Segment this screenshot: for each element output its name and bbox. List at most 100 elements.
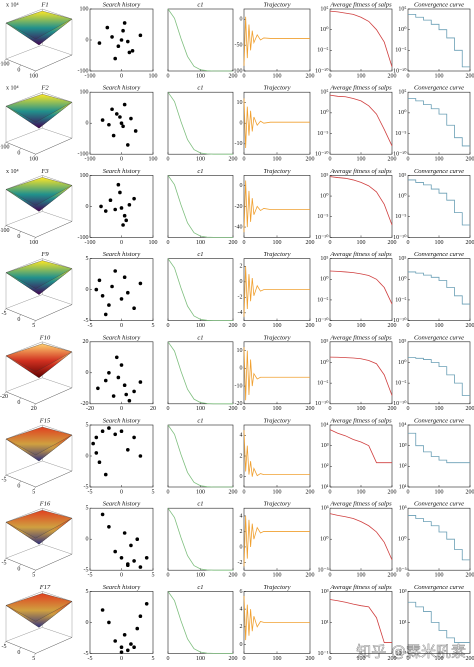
x-tick-label: 100 — [435, 656, 444, 662]
y-tick-label: 10⁻⁵ — [317, 214, 328, 220]
point — [127, 398, 132, 403]
chart-title: F2 — [40, 85, 49, 92]
chart-title: F9 — [40, 251, 49, 258]
y-tick-label: 6 — [240, 589, 243, 595]
line — [243, 347, 310, 401]
x-tick-label: 100 — [357, 240, 366, 246]
y-tick-label: -10 — [235, 383, 243, 389]
x-tick-label: 0 — [120, 323, 123, 329]
point — [111, 394, 116, 398]
line — [167, 175, 233, 238]
tick-mark — [19, 564, 22, 567]
y-tick-label: 10⁻⁵ — [395, 131, 406, 137]
x-tick-label: 200 — [229, 489, 238, 495]
chart-title: Average fitness of salps — [329, 501, 392, 508]
chart-title: c1 — [197, 584, 203, 591]
point — [132, 196, 136, 201]
chart-title: Convergence curve — [414, 1, 464, 8]
x-tick-label: 5 — [32, 489, 35, 495]
point — [100, 512, 105, 517]
y-tick-label: 100 — [80, 6, 89, 12]
x-tick-label: 0 — [17, 234, 20, 240]
line — [408, 179, 470, 226]
surface — [5, 185, 73, 212]
point — [126, 290, 130, 295]
y-tick-label: 10⁵ — [398, 6, 406, 12]
y-tick-label: 20 — [83, 339, 89, 345]
y-tick-label: 0 — [86, 37, 89, 43]
y-tick-label: 10⁻⁵ — [317, 131, 328, 137]
x-tick-label: -20 — [86, 406, 94, 412]
point — [107, 371, 111, 375]
y-tick-label: 0 — [240, 279, 243, 285]
x-tick-label: 5 — [32, 323, 35, 329]
y-tick-label: 10 — [237, 100, 243, 106]
y-tick-label: 10⁻⁵ — [317, 48, 328, 54]
x-tick-label: 0 — [329, 489, 332, 495]
chart-title: Search history — [103, 85, 141, 92]
point — [124, 218, 129, 223]
y-tick-label: 10⁵ — [320, 256, 328, 262]
point — [119, 121, 124, 125]
plot-frame — [407, 175, 471, 238]
x-tick-label: 0 — [167, 157, 170, 163]
point — [138, 614, 143, 618]
plot-frame — [329, 507, 393, 571]
x-tick-label: -100 — [85, 73, 96, 79]
x-tick-label: 0 — [243, 406, 246, 412]
chart-title: Search history — [103, 334, 141, 341]
point — [113, 639, 117, 643]
y-tick-label: 10⁵ — [320, 6, 328, 12]
x-tick-label: 0 — [167, 323, 170, 329]
point — [121, 124, 125, 129]
point — [122, 213, 127, 218]
y-tick-label: 10⁵ — [320, 339, 328, 345]
x-tick-label: 0 — [407, 323, 410, 329]
x-tick-label: 0 — [167, 656, 170, 662]
x-tick-label: 100 — [357, 489, 366, 495]
point — [113, 432, 117, 437]
x-tick-label: 200 — [229, 406, 238, 412]
y-tick-label: 10³ — [399, 589, 407, 595]
chart-title: Trajectory — [263, 501, 290, 508]
x-tick-label: 100 — [273, 489, 282, 495]
y-tick-label: 2 — [240, 264, 243, 270]
point — [110, 284, 114, 289]
plot-frame — [89, 341, 154, 405]
surface — [5, 518, 73, 545]
plot-frame — [407, 8, 471, 72]
plot-frame — [167, 591, 234, 654]
y-tick-label: -10 — [235, 141, 243, 147]
point — [100, 118, 105, 122]
x-tick-label: 100 — [196, 157, 205, 163]
x-tick-label: 100 — [435, 73, 444, 79]
y-tick-label: 0 — [86, 620, 89, 626]
x-tick-label: 100 — [149, 240, 158, 246]
x-tick-label: 100 — [435, 323, 444, 329]
x-tick-label: 0 — [167, 489, 170, 495]
x-tick-label: 200 — [229, 240, 238, 246]
plot-frame — [329, 175, 393, 238]
point — [94, 435, 99, 440]
y-tick-label: -20 — [235, 401, 243, 407]
y-tick-label: 10² — [321, 464, 329, 470]
scale-label: x 10⁴ — [6, 169, 19, 175]
x-tick-label: 200 — [388, 240, 397, 246]
x-tick-label: -5 — [2, 644, 7, 650]
surface — [5, 268, 73, 295]
y-tick-label: 10³ — [399, 443, 407, 449]
point — [119, 556, 124, 560]
y-tick-label: 0 — [240, 642, 243, 648]
tick-mark — [34, 570, 36, 573]
x-tick-label: 100 — [435, 406, 444, 412]
y-tick-label: -20 — [81, 401, 89, 407]
line — [167, 507, 233, 571]
plot-frame — [167, 175, 234, 238]
chart-title: Search history — [103, 501, 141, 508]
y-tick-label: 10⁻¹⁰ — [315, 317, 329, 324]
point — [113, 269, 117, 273]
chart-title: Convergence curve — [414, 584, 464, 591]
x-tick-label: 200 — [306, 240, 315, 246]
x-tick-label: 100 — [196, 656, 205, 662]
y-tick-label: 10⁰ — [320, 359, 329, 366]
